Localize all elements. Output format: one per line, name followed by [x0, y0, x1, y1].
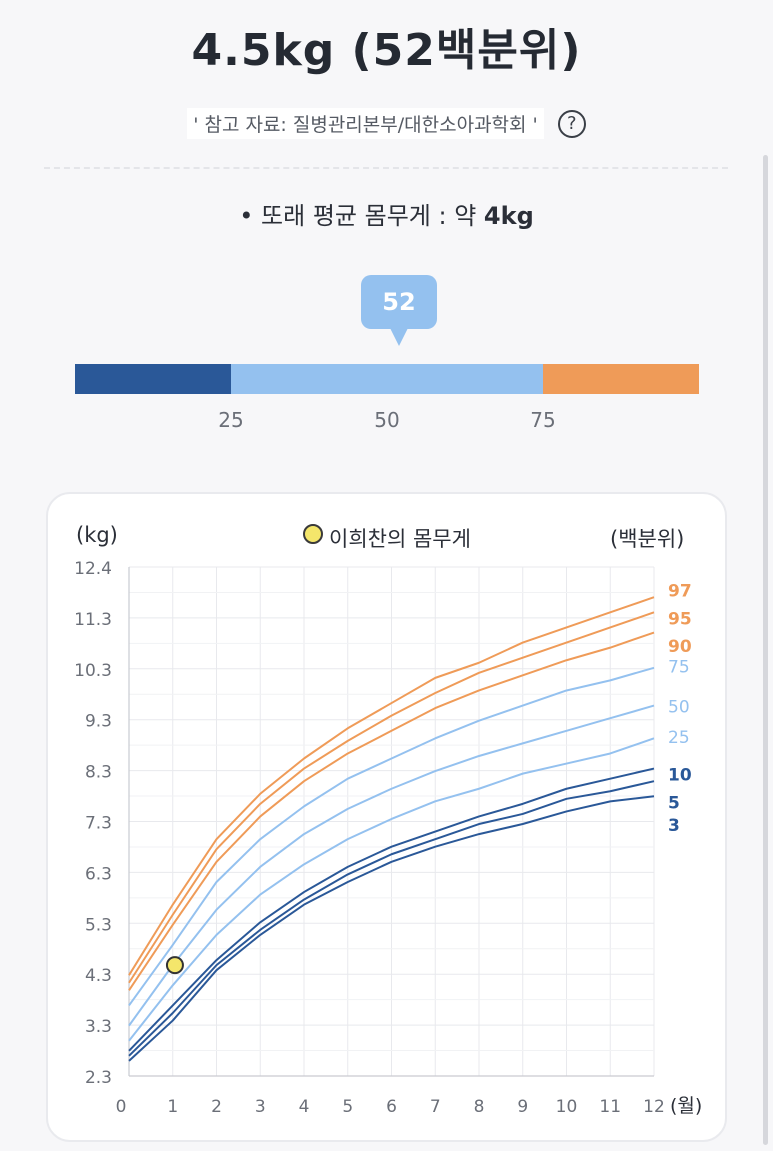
- x-tick-label: 9: [517, 1097, 528, 1117]
- percentile-label-90: 90: [668, 637, 692, 657]
- y-tick-label: 4.3: [85, 966, 112, 986]
- x-axis-unit: (월): [670, 1095, 702, 1117]
- source-text: ' 참고 자료: 질병관리본부/대한소아과학회 ': [187, 108, 544, 139]
- y-tick-label: 8.3: [85, 763, 112, 783]
- x-tick-label: 1: [167, 1097, 178, 1117]
- percentile-line-75: [128, 666, 655, 1007]
- y-axis-unit: (kg): [76, 523, 118, 547]
- x-tick-label: 8: [474, 1097, 485, 1117]
- percentile-label-95: 95: [668, 609, 692, 629]
- bar-label-75: 75: [530, 408, 556, 432]
- source-row: ' 참고 자료: 질병관리본부/대한소아과학회 ' ?: [0, 108, 773, 139]
- bar-label-25: 25: [218, 408, 244, 432]
- percentile-line-90: [128, 631, 655, 991]
- x-tick-label: 2: [211, 1097, 222, 1117]
- x-tick-label: 11: [599, 1097, 621, 1117]
- divider: [44, 167, 728, 169]
- y-tick-label: 11.3: [74, 610, 112, 630]
- y-tick-label: 6.3: [85, 864, 112, 884]
- percentile-label-97: 97: [668, 582, 692, 602]
- percentile-line-95: [128, 611, 655, 984]
- y-tick-label: 7.3: [85, 814, 112, 834]
- y-tick-label: 12.4: [74, 559, 112, 579]
- page-title: 4.5kg (52백분위): [191, 25, 582, 76]
- y-tick-label: 10.3: [74, 661, 112, 681]
- percentile-label-50: 50: [668, 698, 690, 718]
- percentile-bar-low: [75, 364, 231, 394]
- percentile-bubble: 52: [361, 275, 437, 329]
- percentile-unit: (백분위): [610, 527, 685, 551]
- child-weight-point: [165, 956, 184, 975]
- percentile-bar-mid: [231, 364, 543, 394]
- x-tick-label: 0: [116, 1097, 127, 1117]
- x-tick-label: 12: [643, 1097, 665, 1117]
- y-tick-label: 2.3: [85, 1068, 112, 1088]
- average-weight: • 또래 평균 몸무게 : 약 4kg: [0, 196, 773, 231]
- percentile-line-5: [128, 780, 655, 1057]
- x-tick-label: 10: [556, 1097, 578, 1117]
- x-tick-label: 4: [299, 1097, 310, 1117]
- percentile-label-75: 75: [668, 657, 690, 677]
- x-tick-label: 7: [430, 1097, 441, 1117]
- x-tick-label: 3: [255, 1097, 266, 1117]
- percentile-line-50: [128, 704, 655, 1027]
- legend-label: 이희찬의 몸무게: [329, 527, 471, 551]
- y-tick-label: 5.3: [85, 915, 112, 935]
- bar-label-50: 50: [374, 408, 400, 432]
- question-circle-icon[interactable]: ?: [557, 109, 586, 138]
- percentile-bubble-pointer: [389, 326, 409, 346]
- percentile-bar-high: [543, 364, 699, 394]
- percentile-line-97: [128, 596, 655, 976]
- average-prefix: • 또래 평균 몸무게 : 약: [239, 202, 484, 230]
- legend-marker: [303, 524, 323, 544]
- y-tick-label: 3.3: [85, 1017, 112, 1037]
- x-tick-label: 6: [386, 1097, 397, 1117]
- percentile-line-10: [128, 767, 655, 1052]
- percentile-label-10: 10: [668, 766, 692, 786]
- x-tick-label: 5: [342, 1097, 353, 1117]
- y-tick-label: 9.3: [85, 712, 112, 732]
- percentile-line-25: [128, 737, 655, 1042]
- percentile-line-3: [128, 795, 655, 1062]
- percentile-label-3: 3: [668, 816, 680, 836]
- average-value: 4kg: [483, 202, 534, 230]
- percentile-label-25: 25: [668, 728, 690, 748]
- percentile-label-5: 5: [668, 793, 680, 813]
- scrollbar[interactable]: [763, 155, 768, 1145]
